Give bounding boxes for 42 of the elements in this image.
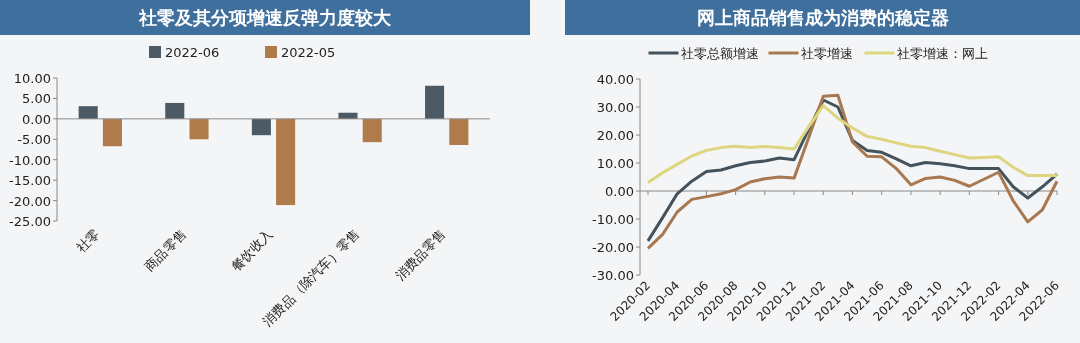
legend-item: 2022-05 [265, 45, 336, 60]
bar [78, 106, 98, 119]
y-tick-label: 5.00 [22, 91, 51, 107]
legend-item: 2022-06 [149, 45, 220, 60]
y-tick-label: -10.00 [9, 152, 51, 168]
y-tick-label: -10.00 [592, 212, 634, 227]
y-tick-label: -20.00 [9, 193, 51, 209]
y-tick-label: 40.00 [596, 72, 634, 87]
y-tick-label: 10.00 [596, 156, 634, 171]
x-tick-label: 餐饮收入 [228, 226, 276, 274]
line-series [646, 104, 1059, 185]
bar [276, 118, 296, 206]
legend-label: 2022-06 [165, 45, 220, 60]
legend-item: 社零增速 [768, 46, 853, 61]
bar [362, 118, 382, 143]
y-tick-label: -5.00 [17, 132, 51, 148]
bar [449, 118, 469, 146]
bar [189, 118, 209, 140]
bar [165, 102, 185, 119]
y-tick-label: -15.00 [9, 173, 51, 189]
y-tick-label: 30.00 [596, 100, 634, 115]
x-tick-label: 商品零售 [141, 226, 190, 274]
legend-label: 社零总额增速 [680, 46, 759, 61]
bar [102, 118, 122, 147]
x-tick-label: 消费品零售 [392, 226, 449, 284]
y-tick-label: 10.00 [13, 71, 51, 86]
y-tick-label: 0.00 [22, 111, 51, 127]
y-tick-label: -30.00 [592, 268, 634, 283]
legend-label: 社零增速：网上 [896, 46, 988, 61]
legend-item: 社零总额增速 [648, 46, 759, 61]
legend-item: 社零增速：网上 [864, 46, 988, 61]
bar [425, 85, 445, 119]
y-tick-label: -25.00 [9, 214, 51, 229]
y-tick-label: 0.00 [605, 184, 634, 199]
chart-title: 网上商品销售成为消费的稳定器 [565, 0, 1080, 35]
x-tick-label: 社零 [73, 226, 103, 256]
y-tick-label: 20.00 [596, 128, 634, 143]
legend-label: 社零增速 [800, 46, 853, 61]
chart-title: 社零及其分项增速反弹力度较大 [0, 0, 530, 35]
y-tick-label: -20.00 [592, 240, 634, 255]
legend-label: 2022-05 [281, 45, 336, 60]
bar [251, 118, 271, 136]
